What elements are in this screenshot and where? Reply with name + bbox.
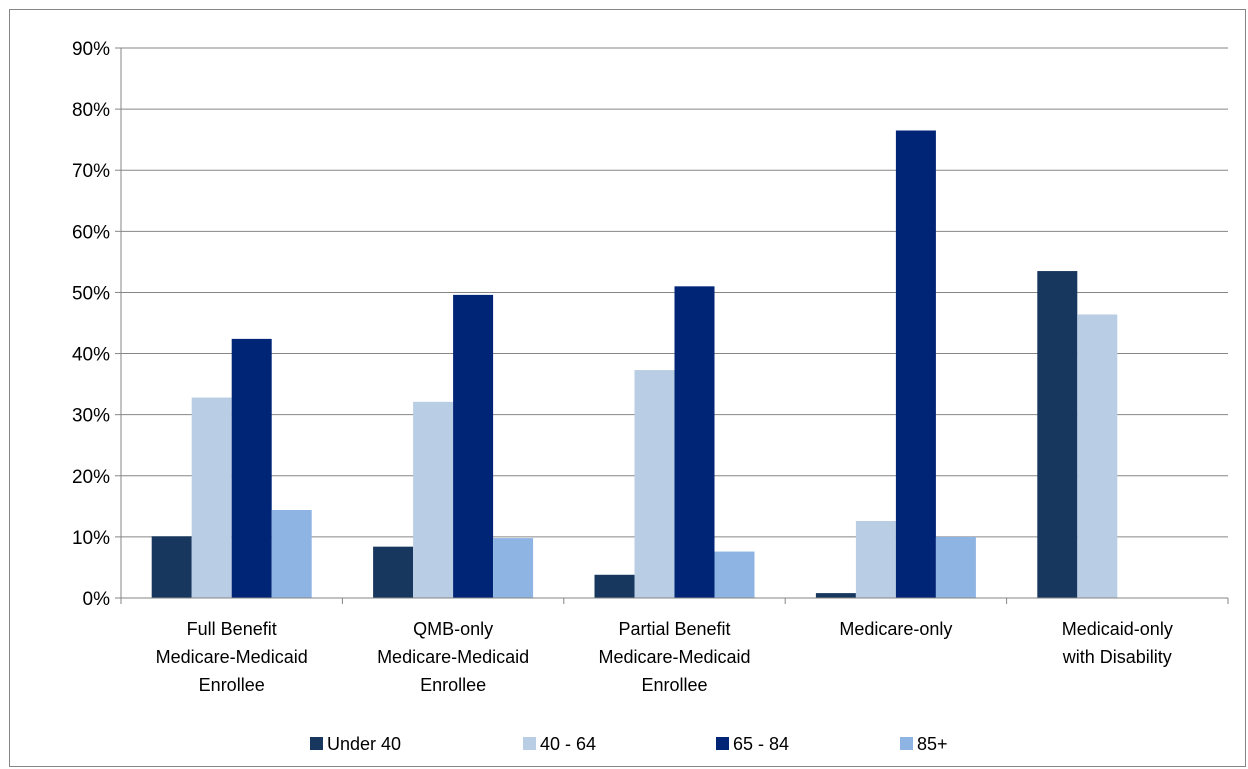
x-category-label: Enrollee: [199, 675, 265, 695]
y-tick-label: 80%: [72, 100, 110, 121]
bar: [413, 401, 454, 598]
legend-label: 85+: [917, 734, 948, 754]
category-labels: Full Benefit Medicare-Medicaid Enrollee QMB…: [156, 619, 1173, 695]
legend-swatch: [716, 737, 729, 750]
bar: [594, 574, 635, 598]
x-category-label: Medicare-Medicaid: [598, 647, 750, 667]
y-tick-label: 10%: [72, 528, 110, 549]
bar: [373, 546, 414, 598]
x-category-label: QMB-only: [413, 619, 493, 639]
y-tick-label: 30%: [72, 406, 110, 427]
legend-label: 65 - 84: [733, 734, 789, 754]
bar: [935, 536, 976, 598]
y-tick-label: 70%: [72, 161, 110, 182]
x-category-label: Partial Benefit: [618, 619, 730, 639]
legend-label: Under 40: [327, 734, 401, 754]
x-category-label: Enrollee: [641, 675, 707, 695]
bar: [151, 536, 192, 598]
y-tick-label: 60%: [72, 222, 110, 243]
bar: [453, 294, 494, 598]
x-category-label: Enrollee: [420, 675, 486, 695]
bar: [714, 551, 755, 598]
bar: [855, 521, 896, 598]
legend-swatch: [310, 737, 323, 750]
bar: [231, 338, 272, 598]
bar: [895, 130, 936, 598]
y-tick-label: 90%: [72, 39, 110, 60]
y-tick-label: 20%: [72, 467, 110, 488]
bar: [1077, 314, 1118, 598]
x-category-label: Medicaid-only: [1062, 619, 1173, 639]
y-tick-label: 40%: [72, 345, 110, 366]
bar: [271, 510, 312, 598]
legend-swatch: [900, 737, 913, 750]
y-tick-label: 50%: [72, 283, 110, 304]
legend-swatch: [523, 737, 536, 750]
bar: [1037, 271, 1078, 598]
bar: [493, 538, 534, 598]
y-axis-tick-labels: 0% 10% 20% 30% 40% 50% 60% 70% 80% 90%: [72, 39, 110, 610]
bars: [151, 130, 1118, 598]
legend: Under 40 40 - 64 65 - 84 85+: [310, 734, 948, 754]
bar: [191, 397, 232, 598]
bar: [674, 286, 715, 598]
axes: [115, 47, 1229, 604]
x-category-label: Medicare-only: [839, 619, 952, 639]
legend-label: 40 - 64: [540, 734, 596, 754]
x-category-label: with Disability: [1062, 647, 1172, 667]
bar: [634, 370, 675, 598]
x-category-label: Medicare-Medicaid: [377, 647, 529, 667]
y-tick-label: 0%: [83, 589, 111, 610]
bar: [815, 593, 856, 598]
x-category-label: Medicare-Medicaid: [156, 647, 308, 667]
x-category-label: Full Benefit: [187, 619, 277, 639]
